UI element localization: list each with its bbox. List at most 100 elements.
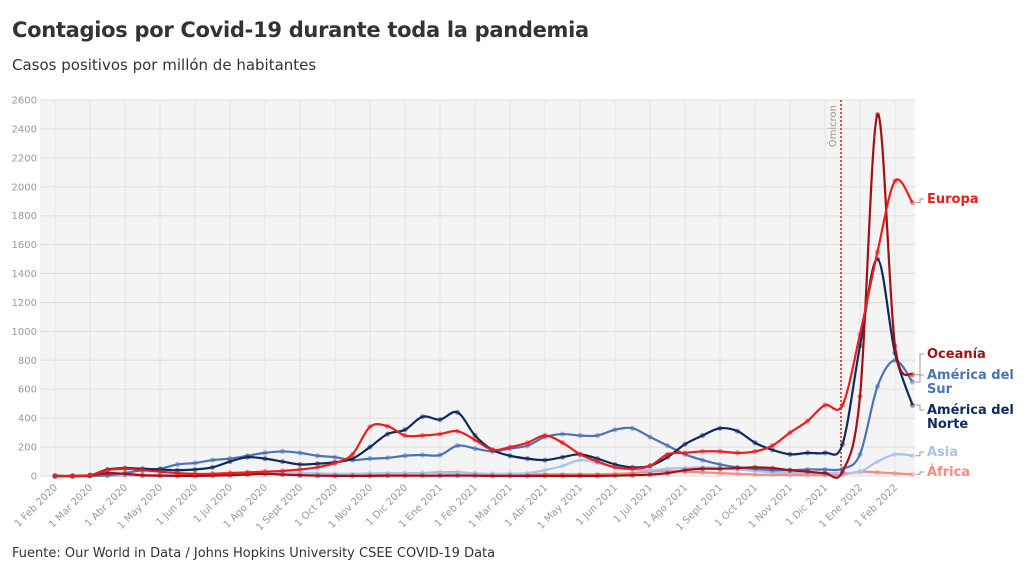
data-point [892,178,898,184]
series-line [54,359,914,478]
data-point [874,111,881,118]
data-point [384,455,391,461]
series-label: Europa [927,192,979,207]
data-point [734,428,741,434]
data-point [577,473,583,479]
data-point [524,443,531,449]
series-label-line: Sur [927,382,953,397]
data-point [682,450,688,456]
data-point [647,467,653,473]
data-point [279,458,286,465]
data-point [332,454,338,460]
data-point [472,432,478,439]
data-point [594,432,601,439]
data-point [157,473,163,479]
data-point [262,469,268,475]
series-label-line: América del [927,403,1014,418]
data-point [577,451,583,457]
data-point [909,372,916,378]
data-point [209,464,216,470]
data-point [104,467,111,473]
y-tick-label: 1200 [12,298,37,309]
data-point [909,402,916,408]
data-point [52,473,58,479]
data-point [769,447,776,453]
data-point [454,472,461,479]
y-tick-label: 200 [18,443,37,454]
data-point [629,425,636,431]
data-point [402,470,408,476]
data-point [157,469,163,475]
data-point [752,448,758,455]
data-point [857,331,863,337]
data-point [244,454,251,460]
y-tick-label: 1000 [12,327,37,338]
data-point [349,473,356,479]
data-point [314,453,321,459]
y-tick-label: 0 [31,472,37,483]
data-point [244,469,251,475]
data-point [349,451,356,457]
source-note: Fuente: Our World in Data / Johns Hopkin… [12,546,496,561]
data-point [874,383,881,389]
data-point [909,453,916,459]
data-point [699,466,706,472]
label-connector [915,471,924,475]
data-point [612,461,618,468]
data-point [734,465,741,471]
data-point [892,343,898,349]
data-point [857,451,863,457]
data-point [647,463,653,469]
data-point [402,473,408,479]
y-tick-label: 800 [18,356,37,367]
data-point [454,470,461,476]
data-point [139,467,146,473]
data-point [822,450,828,456]
data-point [279,471,286,478]
data-point [367,424,373,430]
data-point [542,457,548,463]
data-point [472,437,478,443]
chart-title: Contagios por Covid-19 durante toda la p… [12,18,589,42]
data-point [804,450,811,456]
y-tick-label: 2400 [12,124,37,135]
data-point [787,467,793,473]
chart-subtitle: Casos positivos por millón de habitantes [12,56,317,74]
data-point [262,450,268,456]
data-point [419,473,426,479]
data-point [629,466,636,472]
data-point [122,466,128,472]
data-point [699,457,706,463]
data-point [472,473,478,479]
data-point [874,458,881,465]
y-tick-label: 2000 [12,182,37,193]
data-point [489,447,496,453]
y-tick-label: 1400 [12,269,37,280]
data-point [664,470,671,476]
data-point [909,471,916,477]
data-point [297,461,303,468]
data-point [629,472,636,478]
data-point [804,469,811,475]
y-tick-label: 2200 [12,153,37,164]
data-point [402,432,408,439]
data-point [419,414,426,420]
y-tick-label: 1800 [12,211,37,222]
data-point [787,451,793,457]
data-point [664,466,671,472]
data-point [227,470,233,476]
data-point [192,471,198,477]
data-point [909,200,916,206]
data-point [454,428,461,434]
data-point [454,443,461,449]
data-point [717,425,723,431]
data-point [752,471,758,478]
data-point [192,460,198,466]
data-point [174,467,181,473]
data-point [822,466,828,473]
data-point [839,402,846,408]
data-point [874,469,881,475]
data-point [664,451,671,457]
data-point [857,469,863,475]
